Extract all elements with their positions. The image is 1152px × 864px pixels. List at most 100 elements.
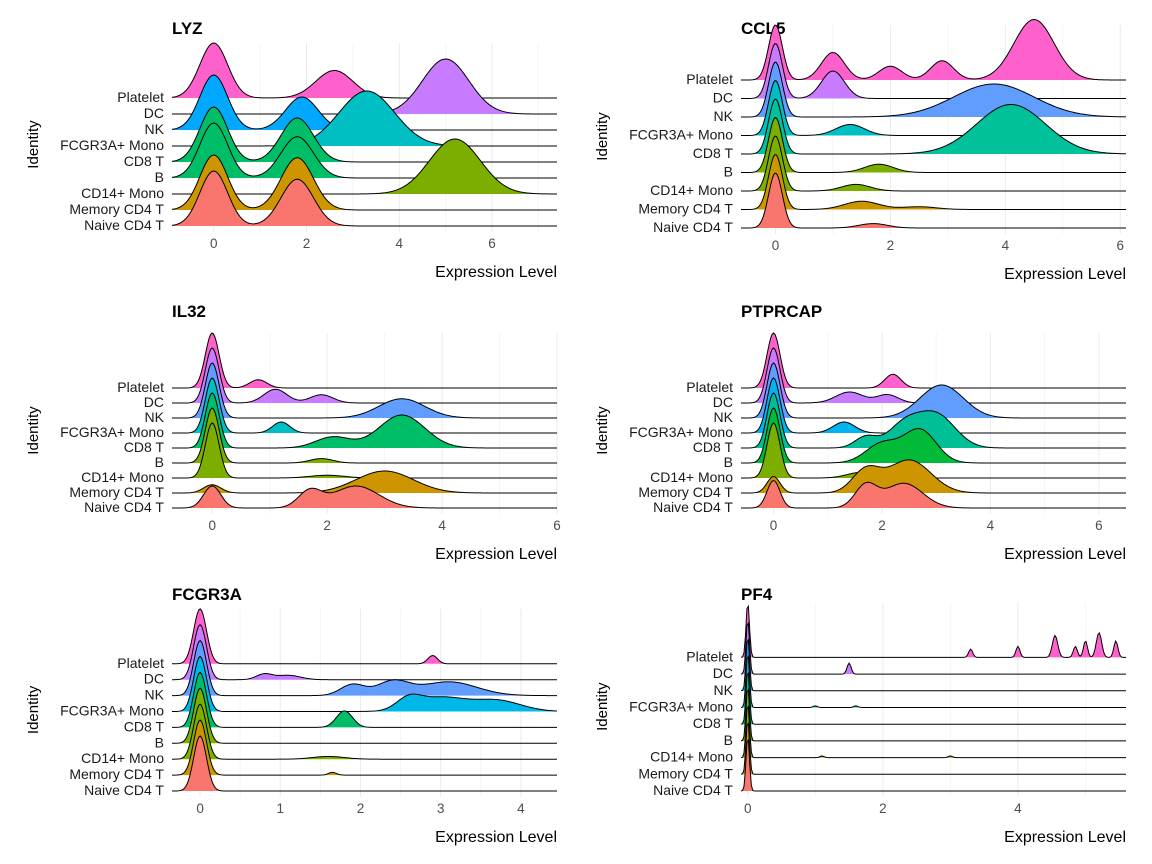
ridge-cd8-t	[172, 672, 557, 728]
ridge-outline	[740, 638, 1126, 692]
ridge-cd14-mono	[741, 706, 1126, 758]
y-axis-title: Identity	[594, 112, 611, 161]
ridge-outline	[171, 735, 557, 792]
ridge-naive-cd4-t	[172, 486, 557, 508]
ridge-outline	[171, 687, 557, 744]
y-tick-label: Naive CD4 T	[84, 217, 164, 233]
y-tick-label: NK	[714, 108, 734, 124]
panel-title: PF4	[741, 585, 773, 604]
ridge-nk	[741, 639, 1126, 691]
y-tick-label: B	[724, 732, 733, 748]
y-tick-label: DC	[713, 665, 733, 681]
ridge-outline	[171, 170, 557, 227]
ridge-outline	[171, 608, 557, 665]
x-tick-label: 2	[879, 801, 887, 816]
y-tick-label: NK	[145, 121, 165, 137]
y-tick-label: DC	[144, 105, 164, 121]
y-tick-label: B	[724, 454, 733, 470]
ridge-outline	[171, 719, 557, 776]
y-tick-label: CD14+ Mono	[650, 749, 733, 765]
y-tick-label: DC	[713, 394, 733, 410]
ridge-cd14-mono	[172, 139, 557, 194]
ridge-cd8-t	[741, 673, 1126, 725]
ridge-outline	[172, 377, 557, 434]
y-tick-label: Platelet	[686, 379, 733, 395]
y-tick-label: FCGR3A+ Mono	[60, 424, 164, 440]
x-tick-label: 6	[1095, 518, 1103, 533]
x-tick-label: 0	[196, 801, 204, 816]
y-tick-label: FCGR3A+ Mono	[60, 137, 164, 153]
ridge-memory-cd4-t	[172, 471, 557, 493]
ridge-dc	[741, 623, 1126, 675]
x-tick-label: 3	[437, 801, 445, 816]
x-tick-label: 4	[517, 801, 525, 816]
ridge-outline	[741, 154, 1126, 210]
panel-title: LYZ	[172, 19, 203, 38]
ridge-outline	[741, 135, 1126, 192]
x-tick-label: 2	[303, 236, 311, 251]
x-axis-title: Expression Level	[1004, 266, 1126, 283]
ridge-platelet	[741, 19, 1126, 80]
y-axis-title: Identity	[25, 685, 42, 734]
x-tick-label: 4	[396, 236, 404, 251]
ridge-outline	[741, 479, 1126, 509]
y-tick-label: Memory CD4 T	[69, 484, 164, 500]
x-tick-label: 2	[878, 518, 886, 533]
y-tick-label: NK	[145, 409, 165, 425]
ridge-outline	[741, 407, 1126, 464]
ridge-outline	[741, 459, 1126, 494]
panel-title: FCGR3A	[172, 585, 242, 604]
ridge-outline	[741, 43, 1126, 99]
ridge-nk	[741, 62, 1126, 117]
x-axis-title: Expression Level	[435, 546, 557, 563]
y-tick-label: NK	[714, 682, 734, 698]
y-tick-label: CD8 T	[693, 715, 734, 731]
y-tick-label: Memory CD4 T	[69, 766, 164, 782]
ridge-cd14-mono	[172, 704, 557, 760]
x-tick-label: 2	[887, 238, 895, 253]
ridge-platelet	[741, 333, 1126, 388]
y-tick-label: CD8 T	[693, 145, 734, 161]
ridge-outline	[740, 704, 1126, 759]
ridge-outline	[740, 654, 1126, 708]
ridge-platelet	[741, 606, 1126, 658]
x-axis-title: Expression Level	[1004, 829, 1126, 846]
x-axis-title: Expression Level	[435, 264, 557, 281]
x-tick-label: 4	[1014, 801, 1022, 816]
y-tick-label: CD8 T	[124, 153, 165, 169]
y-axis-title: Identity	[25, 406, 42, 455]
ridge-outline	[741, 117, 1126, 173]
ridge-b	[172, 688, 557, 744]
y-tick-label: CD8 T	[693, 439, 734, 455]
ridge-outline	[172, 332, 557, 389]
ridge-cd14-mono	[172, 423, 557, 478]
ridge-memory-cd4-t	[741, 459, 1126, 493]
x-tick-label: 4	[438, 518, 446, 533]
y-tick-label: Platelet	[117, 89, 164, 105]
x-tick-label: 2	[357, 801, 365, 816]
ridge-fcgr3a-mono	[741, 656, 1126, 708]
y-tick-label: CD8 T	[124, 439, 165, 455]
y-axis-title: Identity	[25, 120, 42, 169]
ridge-nk	[741, 363, 1126, 418]
y-tick-label: DC	[144, 394, 164, 410]
ridge-memory-cd4-t	[172, 720, 557, 776]
ridge-outline	[171, 671, 557, 728]
y-tick-label: NK	[714, 409, 734, 425]
ridge-outline	[171, 624, 557, 681]
ridge-b	[741, 689, 1126, 741]
y-tick-label: Platelet	[117, 379, 164, 395]
ridge-outline	[741, 18, 1126, 81]
y-tick-label: CD14+ Mono	[81, 185, 164, 201]
y-tick-label: DC	[713, 90, 733, 106]
y-tick-label: FCGR3A+ Mono	[629, 424, 733, 440]
ridge-memory-cd4-t	[741, 154, 1126, 210]
x-tick-label: 0	[208, 518, 216, 533]
y-tick-label: B	[155, 454, 164, 470]
panel-title: PTPRCAP	[741, 302, 822, 321]
y-tick-label: Naive CD4 T	[84, 499, 164, 515]
ridge-outline	[740, 738, 1126, 792]
y-tick-label: CD14+ Mono	[650, 182, 733, 198]
